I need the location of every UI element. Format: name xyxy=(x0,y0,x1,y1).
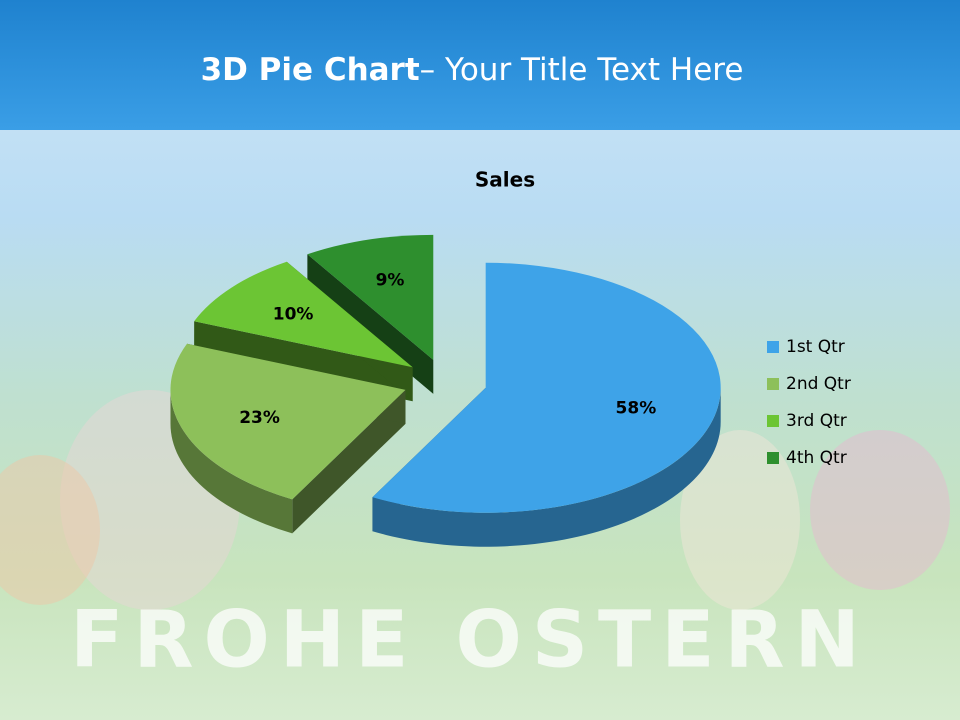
slide-title: 3D Pie Chart– Your Title Text Here xyxy=(201,52,744,88)
legend-swatch xyxy=(767,415,779,427)
legend-swatch xyxy=(767,341,779,353)
slice-top xyxy=(307,234,434,360)
egg-decoration xyxy=(810,430,950,590)
chart-title: Sales xyxy=(475,168,535,192)
egg-decoration xyxy=(680,430,800,610)
legend-label: 4th Qtr xyxy=(786,448,847,468)
legend-swatch xyxy=(767,452,779,464)
legend: 1st Qtr 2nd Qtr 3rd Qtr 4th Qtr xyxy=(767,337,851,468)
egg-decoration xyxy=(0,455,100,605)
slice-top xyxy=(372,262,721,513)
title-band xyxy=(0,0,960,130)
data-label: 58% xyxy=(616,398,657,418)
background-text: FROHE OSTERN xyxy=(70,595,870,685)
slice-cut-face xyxy=(292,389,406,534)
data-label: 23% xyxy=(239,408,280,428)
slice: 23% xyxy=(170,343,406,534)
legend-label: 2nd Qtr xyxy=(786,374,851,394)
slide-title-bold: 3D Pie Chart xyxy=(201,52,420,88)
slice-side xyxy=(372,387,721,547)
slice: 58% xyxy=(372,262,721,547)
data-label: 9% xyxy=(376,271,405,291)
data-label: 10% xyxy=(273,305,314,325)
slice-top xyxy=(170,343,406,500)
legend-label: 3rd Qtr xyxy=(786,411,847,431)
slice-top xyxy=(194,261,413,368)
legend-swatch xyxy=(767,378,779,390)
slide-title-rest: – Your Title Text Here xyxy=(420,52,744,88)
legend-label: 1st Qtr xyxy=(786,337,845,357)
pie: 9% 10% 58% 23% xyxy=(170,234,721,547)
slice-side xyxy=(170,389,293,534)
